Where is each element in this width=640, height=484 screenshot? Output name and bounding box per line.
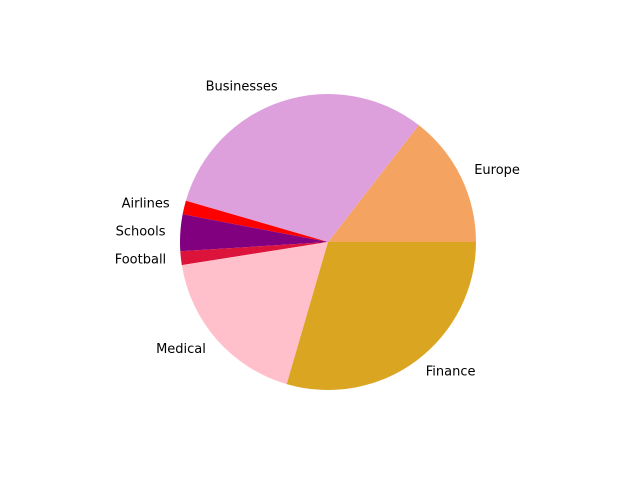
slice-label-airlines: Airlines [122,197,170,212]
slice-businesses [185,94,419,242]
slice-label-finance: Finance [426,365,476,380]
slice-schools [179,214,328,252]
pie-slices [179,94,476,390]
slice-label-europe: Europe [474,163,520,178]
slice-medical [181,242,328,385]
slice-football [180,242,328,266]
slice-label-football: Football [115,252,166,267]
slice-europe [328,125,476,242]
pie-labels: Europe Businesses Airlines Schools Football M… [115,80,520,380]
slice-label-schools: Schools [116,224,166,239]
slice-airlines [182,200,328,242]
slice-label-businesses: Businesses [206,80,278,95]
slice-label-medical: Medical [156,342,206,357]
slice-finance [286,242,476,390]
